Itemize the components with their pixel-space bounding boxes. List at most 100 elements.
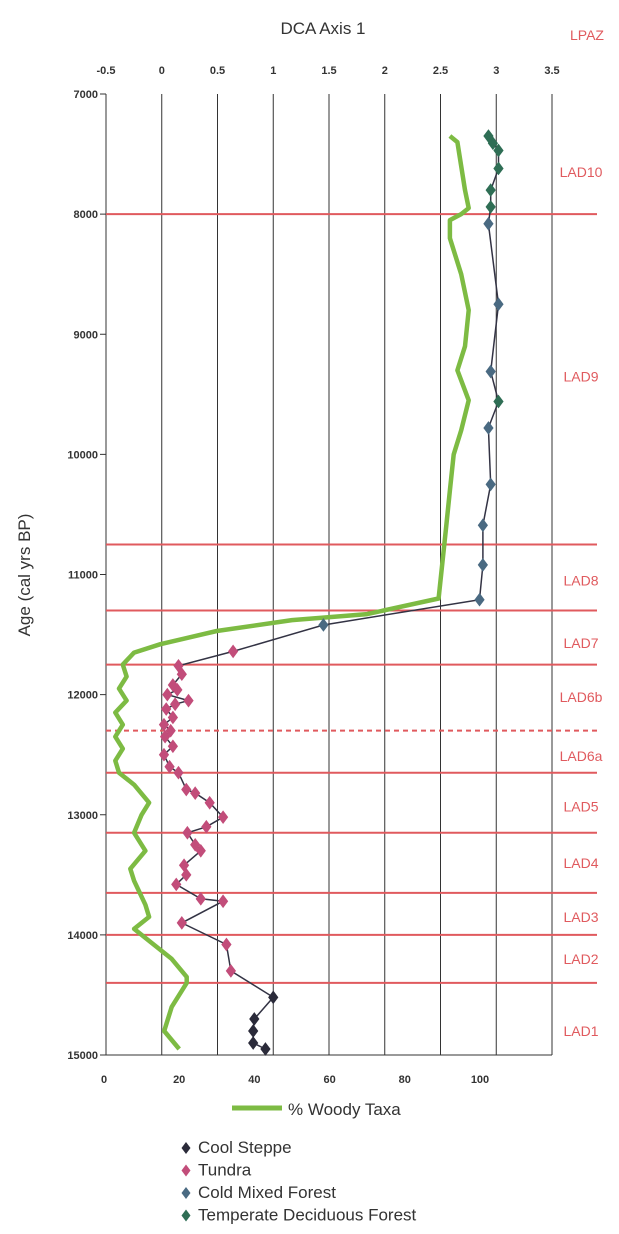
bottom-tick-label: 100 (471, 1074, 489, 1086)
woody-taxa-line (113, 134, 471, 1051)
y-tick-label: 9000 (74, 329, 98, 341)
dca-point (248, 1036, 259, 1050)
top-tick-label: 1 (270, 65, 276, 77)
bottom-axis-ticks: 0 20 40 60 80 100 (101, 1074, 489, 1086)
dca-point (217, 894, 229, 909)
dca-point (167, 739, 179, 754)
zone-label: LAD2 (563, 951, 598, 967)
dca-point (183, 693, 194, 708)
top-tick-label: 0.5 (210, 65, 225, 77)
dca-point (318, 618, 329, 632)
legend-marker-label: Temperate Deciduous Forest (198, 1206, 417, 1225)
zone-label: LAD6b (560, 689, 603, 705)
dca-point (167, 678, 179, 692)
dca-point (173, 765, 184, 780)
dca-point (227, 644, 239, 659)
dca-point (178, 858, 190, 873)
legend-marker (181, 1142, 191, 1154)
legend-marker (181, 1187, 191, 1199)
top-tick-label: 2.5 (433, 65, 448, 77)
dca-point (477, 518, 488, 533)
dca-point (483, 129, 494, 143)
y-tick-label: 13000 (67, 810, 98, 822)
legend-woody-label: % Woody Taxa (288, 1100, 401, 1119)
zone-label: LAD9 (563, 368, 598, 384)
zone-label: LAD7 (563, 635, 598, 651)
dca-point (195, 892, 206, 906)
dca-point (221, 937, 232, 952)
legend-marker-label: Cool Steppe (198, 1138, 292, 1157)
woody-series (113, 134, 471, 1051)
dca-point (474, 592, 485, 607)
dca-point (249, 1012, 260, 1026)
dca-point (493, 297, 504, 312)
y-tick-label: 12000 (67, 690, 98, 702)
dca-point (182, 825, 193, 840)
dca-point (260, 1042, 271, 1056)
dca-point (485, 477, 496, 492)
dca-point (485, 364, 496, 379)
zone-label: LAD10 (560, 164, 603, 180)
dca-point (159, 729, 171, 744)
bottom-tick-label: 80 (399, 1074, 411, 1086)
dca-point (493, 394, 504, 409)
dca-point (190, 837, 201, 852)
dca-point (158, 747, 170, 762)
dca-point (483, 421, 494, 435)
zone-labels: LAD10 LAD9 LAD8 LAD7 LAD6b LAD6a LAD5 LAD4 LAD3 L… (560, 164, 603, 1039)
dca-line (162, 135, 500, 1050)
top-axis-ticks: -0.5 0 0.5 1 1.5 2 2.5 3 3.5 (97, 65, 560, 77)
top-tick-label: 3.5 (544, 65, 559, 77)
zone-label: LAD8 (563, 573, 598, 589)
dca-point (483, 216, 494, 231)
y-tick-label: 7000 (74, 89, 98, 101)
dca-point (485, 200, 496, 214)
zone-label: LAD5 (563, 798, 598, 814)
top-axis-title: DCA Axis 1 (280, 19, 365, 38)
dca-point (164, 759, 175, 774)
dca-point (181, 782, 192, 797)
dca-point (477, 558, 488, 572)
dca-point (201, 819, 212, 834)
dca-point (268, 990, 279, 1005)
dca-point (158, 717, 170, 732)
legend: % Woody Taxa Cool Steppe Tundra Cold Mixed … (181, 1100, 417, 1225)
top-tick-label: 1.5 (321, 65, 336, 77)
legend-marker-label: Tundra (198, 1161, 252, 1180)
top-tick-label: 2 (382, 65, 388, 77)
dca-point (493, 143, 504, 158)
dca-point (165, 723, 176, 738)
dca-point (485, 183, 496, 197)
grid (105, 94, 553, 1056)
bottom-tick-label: 60 (323, 1074, 335, 1086)
zone-label: LAD3 (563, 909, 598, 925)
top-tick-label: 3 (493, 65, 499, 77)
bottom-tick-label: 20 (173, 1074, 185, 1086)
dca-point (161, 702, 172, 716)
zone-label: LAD1 (563, 1023, 598, 1039)
legend-marker (181, 1164, 191, 1177)
bottom-tick-label: 0 (101, 1074, 107, 1086)
y-tick-label: 14000 (67, 930, 98, 942)
dca-point (225, 964, 237, 978)
dca-point (195, 843, 206, 858)
dca-point (176, 916, 187, 930)
dca-point (176, 667, 187, 682)
dca-point (162, 687, 173, 702)
zone-label: LAD4 (563, 855, 598, 871)
dca-series (158, 129, 504, 1056)
dca-point (493, 161, 504, 176)
dca-point (190, 786, 201, 800)
dca-point (171, 877, 182, 892)
y-tick-label: 10000 (67, 449, 98, 461)
legend-marker (181, 1209, 191, 1222)
zone-lines (106, 213, 597, 984)
legend-marker-label: Cold Mixed Forest (198, 1183, 336, 1202)
dca-point (487, 136, 499, 151)
y-axis-ticks: 7000 8000 9000 10000 11000 12000 13000 14000 150… (67, 89, 106, 1062)
dca-point (173, 658, 184, 673)
top-tick-label: -0.5 (97, 65, 116, 77)
dca-point (248, 1024, 259, 1038)
bottom-tick-label: 40 (248, 1074, 260, 1086)
